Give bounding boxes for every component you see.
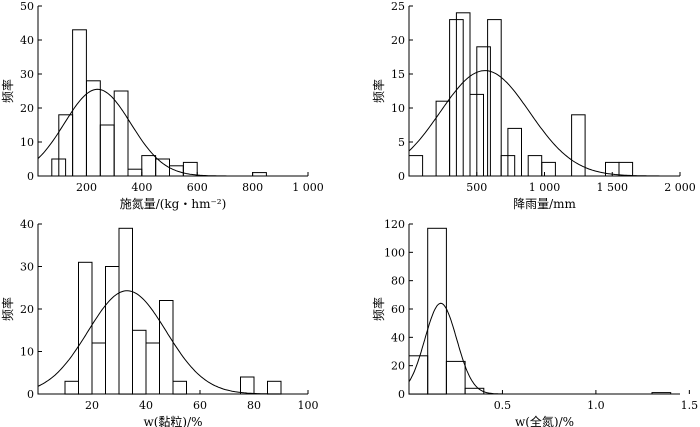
axis-ticks: 500 1 000 1 500 2 000 0 5 10 15 20 25 <box>391 0 696 194</box>
y-tick-label: 60 <box>391 303 405 316</box>
histogram-bar <box>427 227 447 395</box>
x-tick-label: 400 <box>131 181 152 194</box>
histogram-bars <box>408 12 634 177</box>
histogram-bar <box>464 387 485 395</box>
histogram-bar <box>408 155 424 177</box>
y-axis-label: 频率 <box>0 297 15 321</box>
histogram-bar <box>64 380 79 395</box>
x-tick-label: 1.0 <box>587 399 605 412</box>
histogram-bar <box>105 266 120 395</box>
y-axis-label: 频率 <box>0 79 15 103</box>
y-axis-label: 频率 <box>371 297 386 321</box>
y-tick-label: 10 <box>20 136 34 149</box>
y-tick-label: 100 <box>384 246 405 259</box>
axis-frame <box>37 6 308 177</box>
histogram-bar <box>141 155 157 177</box>
axis-ticks: 20 40 60 80 100 0 10 20 30 40 <box>20 218 319 412</box>
histogram-bar <box>172 380 187 395</box>
axis-frame <box>408 224 680 395</box>
y-tick-label: 40 <box>391 331 405 344</box>
y-tick-label: 30 <box>20 261 34 274</box>
histogram-bar <box>72 29 87 177</box>
y-axis-label: 频率 <box>371 79 386 103</box>
y-tick-label: 20 <box>20 102 34 115</box>
histogram-bar <box>252 172 267 177</box>
x-tick-label: 100 <box>298 399 319 412</box>
x-tick-label: 500 <box>466 181 487 194</box>
y-tick-label: 25 <box>391 0 405 13</box>
x-tick-label: 0.5 <box>494 399 512 412</box>
histogram-bar <box>145 342 160 395</box>
normal-curve <box>408 70 667 177</box>
histogram-bar <box>445 360 466 395</box>
y-tick-label: 20 <box>391 360 405 373</box>
x-axis-label: 降雨量/mm <box>513 197 576 211</box>
y-tick-label: 5 <box>398 136 405 149</box>
histogram-bars <box>408 227 672 395</box>
histogram-bar <box>155 158 170 177</box>
y-tick-label: 80 <box>391 275 405 288</box>
y-tick-label: 0 <box>398 388 405 401</box>
histogram-bars <box>64 227 282 395</box>
y-tick-label: 40 <box>20 34 34 47</box>
x-axis-label: w(全氮)/% <box>515 414 574 427</box>
axis-ticks: 0.5 1.0 1.5 0 20 40 60 80 100 120 <box>384 218 698 412</box>
y-tick-label: 120 <box>384 218 405 231</box>
x-tick-label: 600 <box>187 181 208 194</box>
y-tick-label: 0 <box>27 170 34 183</box>
y-tick-label: 20 <box>20 303 34 316</box>
y-tick-label: 0 <box>27 388 34 401</box>
y-tick-label: 10 <box>20 346 34 359</box>
histogram-bar <box>159 300 174 395</box>
x-tick-label: 1 500 <box>597 181 629 194</box>
histogram-bar <box>527 155 543 177</box>
panel-clay: 20 40 60 80 100 0 10 20 30 40 w(黏粒)/% 频率 <box>0 218 319 427</box>
histogram-bars <box>51 29 267 177</box>
panel-nitrogen-rate: 200 400 600 800 1 000 0 10 20 30 40 50 施氮量/(kg・hm⁻… <box>0 0 324 211</box>
histogram-bar <box>267 380 282 395</box>
histogram-bar <box>487 19 502 177</box>
y-tick-label: 10 <box>391 102 405 115</box>
y-tick-label: 30 <box>20 68 34 81</box>
histogram-bar <box>127 168 143 177</box>
histogram-bar <box>113 90 129 177</box>
x-tick-label: 2 000 <box>664 181 696 194</box>
y-tick-label: 40 <box>20 218 34 231</box>
x-tick-label: 40 <box>139 399 153 412</box>
axis-ticks: 200 400 600 800 1 000 0 10 20 30 40 50 <box>20 0 324 194</box>
normal-curve <box>37 88 308 177</box>
x-axis-label: w(黏粒)/% <box>143 414 202 427</box>
histogram-bar <box>618 161 634 177</box>
y-tick-label: 50 <box>20 0 34 13</box>
histogram-bar <box>541 161 556 177</box>
x-tick-label: 1.5 <box>681 399 699 412</box>
x-tick-label: 1 000 <box>529 181 561 194</box>
histogram-bar <box>99 124 115 177</box>
x-tick-label: 1 000 <box>292 181 324 194</box>
panel-rainfall: 500 1 000 1 500 2 000 0 5 10 15 20 25 降雨量/mm 频率 <box>371 0 696 211</box>
histogram-bar <box>435 100 451 177</box>
histogram-bar <box>91 342 106 395</box>
x-tick-label: 200 <box>76 181 97 194</box>
x-tick-label: 800 <box>242 181 263 194</box>
x-tick-label: 80 <box>247 399 261 412</box>
histogram-bar <box>118 227 133 395</box>
histogram-bar <box>86 80 101 177</box>
histogram-bar <box>132 329 147 395</box>
histogram-bar <box>240 376 255 395</box>
y-tick-label: 20 <box>391 34 405 47</box>
y-tick-label: 0 <box>398 170 405 183</box>
panel-total-nitrogen: 0.5 1.0 1.5 0 20 40 60 80 100 120 w(全氮)/% 频率 <box>371 218 698 427</box>
x-tick-label: 60 <box>193 399 207 412</box>
x-axis-label: 施氮量/(kg・hm⁻²) <box>120 196 227 211</box>
normal-curve <box>408 302 550 395</box>
x-tick-label: 20 <box>85 399 99 412</box>
y-tick-label: 15 <box>391 68 405 81</box>
